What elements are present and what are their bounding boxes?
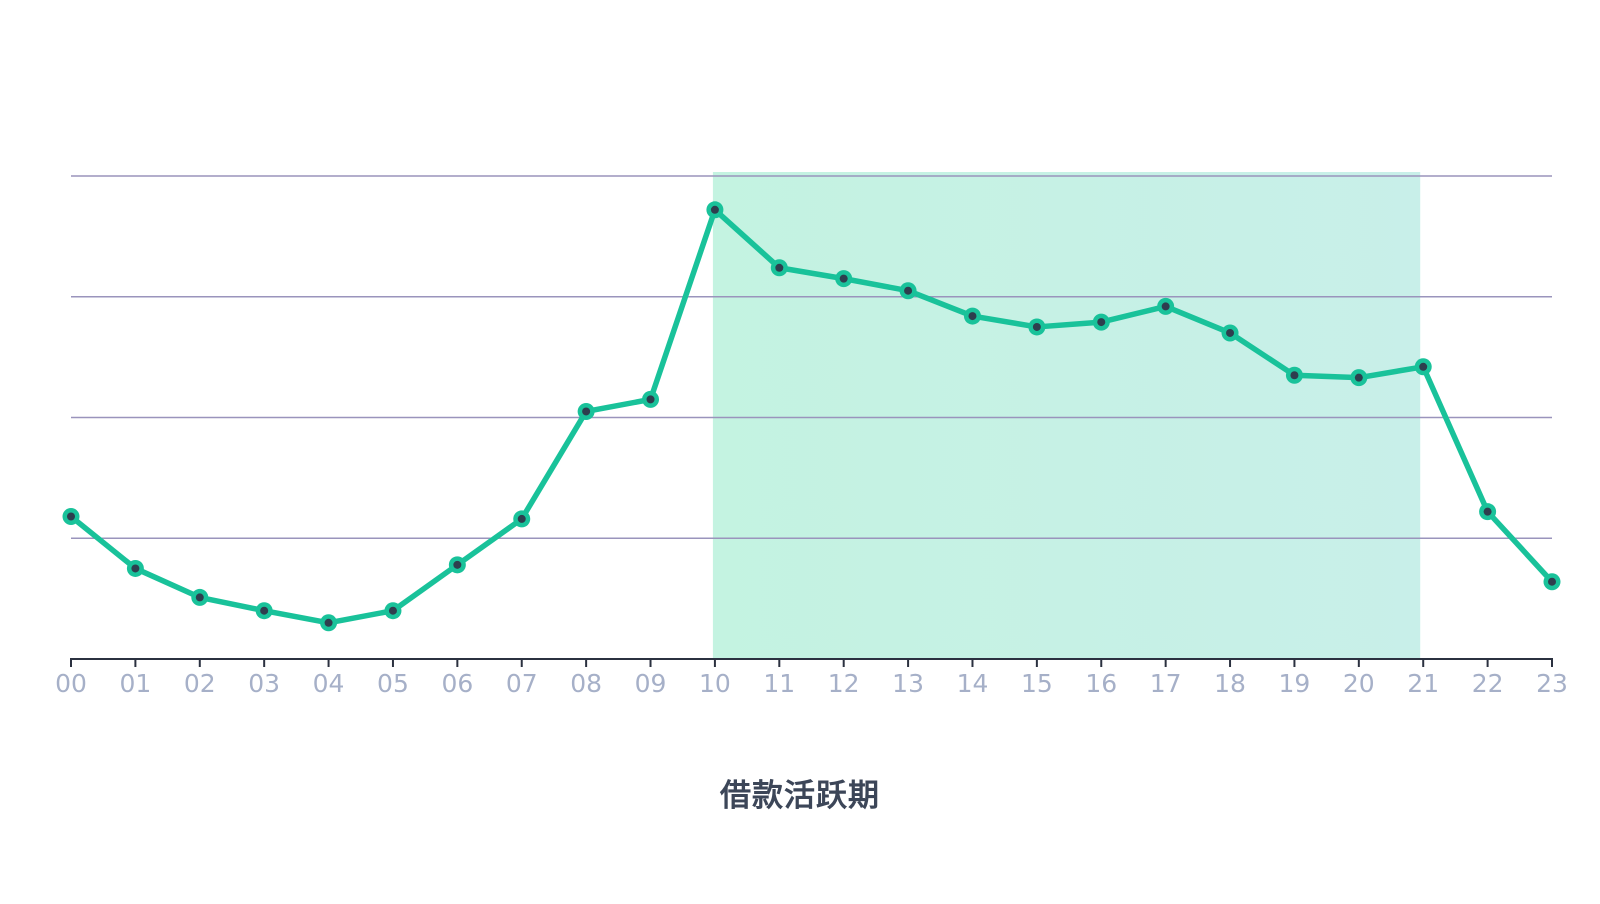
x-tick-label: 14	[957, 669, 989, 698]
x-tick-label: 22	[1472, 669, 1504, 698]
data-points	[62, 201, 1561, 632]
data-point-center	[195, 593, 204, 602]
x-tick-label: 11	[763, 669, 795, 698]
data-point	[1221, 324, 1239, 342]
data-point-center	[646, 395, 655, 404]
x-axis: 00 01 02 03 04 05 06 07 08 09 10 11 12 13 14 15 16 17 18 19…	[55, 658, 1568, 698]
x-tick-label: 16	[1085, 669, 1117, 698]
data-point	[384, 602, 402, 620]
data-point	[1350, 369, 1368, 387]
data-point-center	[968, 312, 977, 321]
data-point	[255, 602, 273, 620]
data-point-center	[1097, 318, 1106, 327]
x-tick-label: 12	[828, 669, 860, 698]
data-point	[963, 307, 981, 325]
data-point	[1028, 318, 1046, 336]
data-point-center	[775, 263, 784, 272]
x-tick-label: 15	[1021, 669, 1053, 698]
x-tick-label: 20	[1343, 669, 1375, 698]
x-tick-label: 17	[1150, 669, 1182, 698]
x-tick-label: 03	[248, 669, 280, 698]
gridlines	[71, 175, 1552, 540]
data-point	[1543, 573, 1561, 591]
x-tick-label: 19	[1279, 669, 1311, 698]
data-point-center	[839, 274, 848, 283]
data-point	[1285, 366, 1303, 384]
highlight-band	[712, 172, 1421, 659]
data-point-center	[67, 512, 75, 521]
data-point-center	[1419, 362, 1428, 371]
data-point	[642, 390, 660, 408]
data-point	[899, 282, 917, 300]
x-tick-label: 04	[313, 669, 345, 698]
data-point-center	[1226, 328, 1235, 337]
data-point	[1414, 358, 1432, 376]
series-line-layer	[68, 207, 1555, 626]
x-tick-label: 05	[377, 669, 409, 698]
data-point	[706, 201, 724, 219]
data-point	[513, 510, 531, 528]
x-tick-label: 23	[1536, 669, 1568, 698]
data-point-center	[388, 606, 397, 615]
data-point-center	[1354, 373, 1363, 382]
data-point-center	[904, 286, 913, 295]
x-tick-label: 09	[635, 669, 667, 698]
x-tick-label: 02	[184, 669, 216, 698]
x-tick-label: 10	[699, 669, 731, 698]
data-point-center	[453, 560, 462, 569]
data-point-center	[1290, 371, 1299, 380]
data-point	[126, 559, 144, 577]
data-point	[62, 508, 80, 526]
x-tick-label: 08	[570, 669, 602, 698]
x-tick-label: 00	[55, 669, 87, 698]
data-point-center	[710, 205, 719, 214]
data-point-center	[1548, 577, 1556, 586]
data-point-center	[1032, 322, 1041, 331]
data-point-center	[131, 564, 140, 573]
data-point-center	[1161, 302, 1170, 311]
data-point-center	[324, 618, 333, 627]
x-tick-label: 07	[506, 669, 538, 698]
data-point	[577, 402, 595, 420]
data-point	[1479, 503, 1497, 521]
data-point	[191, 588, 209, 606]
chart-caption: 借款活跃期	[720, 778, 880, 814]
highlight-band-layer	[712, 172, 1421, 659]
x-tick-label: 01	[119, 669, 151, 698]
data-point-center	[1483, 507, 1492, 516]
data-point	[835, 270, 853, 288]
data-point	[448, 556, 466, 574]
x-tick-label: 21	[1407, 669, 1439, 698]
data-point	[770, 259, 788, 277]
data-point	[1157, 297, 1175, 315]
x-tick-label: 06	[441, 669, 473, 698]
data-point	[320, 614, 338, 632]
x-tick-label: 18	[1214, 669, 1246, 698]
data-point-center	[260, 606, 269, 615]
data-point-center	[517, 514, 526, 523]
data-point	[1092, 313, 1110, 331]
data-point-center	[582, 407, 591, 416]
x-tick-label: 13	[892, 669, 924, 698]
series-line	[68, 207, 1555, 626]
